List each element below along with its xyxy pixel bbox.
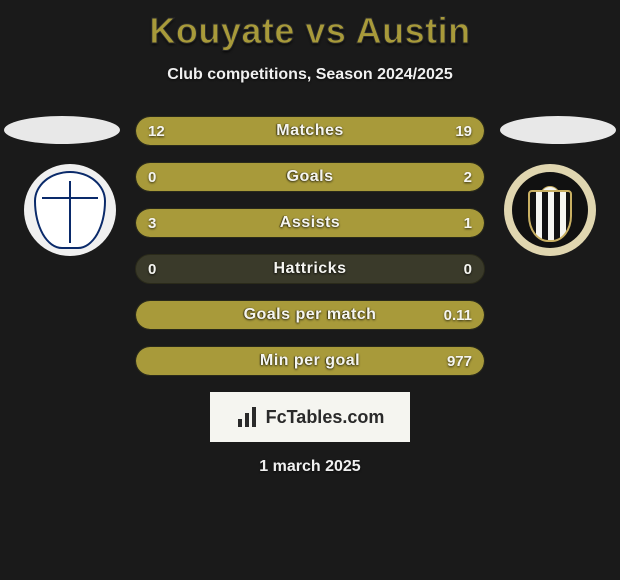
- stat-row: 1219Matches: [135, 116, 485, 146]
- page-subtitle: Club competitions, Season 2024/2025: [0, 66, 620, 84]
- brand-label: FcTables.com: [266, 407, 385, 428]
- crest-stripes-icon: [528, 190, 572, 242]
- player-slot-left: [4, 116, 120, 144]
- stat-row: 977Min per goal: [135, 346, 485, 376]
- barrow-crest-icon: [34, 171, 106, 249]
- stat-row: 31Assists: [135, 208, 485, 238]
- infographic-root: Kouyate vs Austin Club competitions, Sea…: [0, 0, 620, 580]
- page-title: Kouyate vs Austin: [0, 10, 620, 52]
- club-badge-right: [504, 164, 596, 256]
- stat-label: Hattricks: [136, 255, 484, 283]
- stat-label: Goals per match: [136, 301, 484, 329]
- brand-box: FcTables.com: [210, 392, 410, 442]
- date-label: 1 march 2025: [0, 458, 620, 476]
- bar-chart-icon: [236, 405, 260, 429]
- stat-row: 02Goals: [135, 162, 485, 192]
- stat-label: Assists: [136, 209, 484, 237]
- stat-label: Matches: [136, 117, 484, 145]
- club-badge-left: [24, 164, 116, 256]
- notts-county-crest-icon: [512, 172, 588, 248]
- stats-list: 1219Matches 02Goals 31Assists 00Hattricks 0.…: [135, 116, 485, 376]
- player-slot-right: [500, 116, 616, 144]
- stat-row: 0.11Goals per match: [135, 300, 485, 330]
- comparison-area: 1219Matches 02Goals 31Assists 00Hattricks 0.…: [0, 116, 620, 376]
- stat-label: Min per goal: [136, 347, 484, 375]
- stat-row: 00Hattricks: [135, 254, 485, 284]
- stat-label: Goals: [136, 163, 484, 191]
